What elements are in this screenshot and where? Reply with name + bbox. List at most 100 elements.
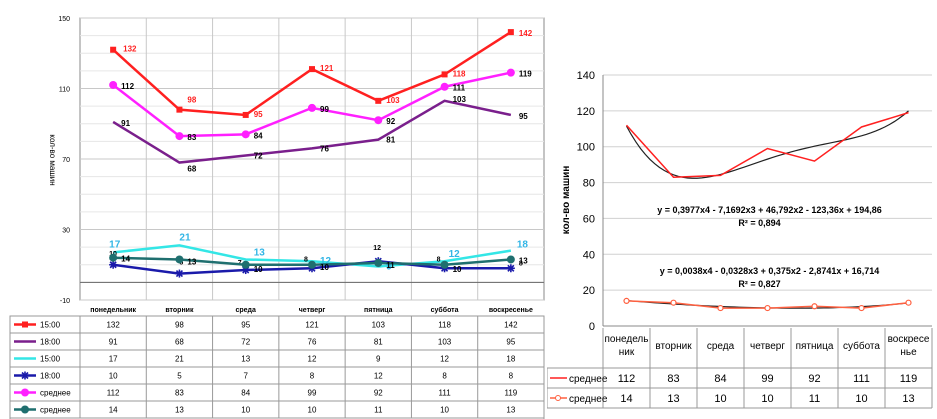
left-table-cell: 132 xyxy=(106,321,120,330)
left-table-cell: 12 xyxy=(440,355,449,364)
left-y-tick-label: 70 xyxy=(62,157,70,164)
left-data-label: 10 xyxy=(320,263,329,272)
left-data-label: 132 xyxy=(123,45,137,54)
left-table-cell: 81 xyxy=(374,338,383,347)
right-data-point xyxy=(811,303,818,310)
right-chart: кол-во машин 140 120 100 80 60 40 20 0 y = 0,397… xyxy=(547,70,933,409)
left-table-cell: 95 xyxy=(241,321,250,330)
right-y-tick-label: 100 xyxy=(577,142,595,154)
left-table-cell: 10 xyxy=(109,372,118,381)
right-data-table: понедель ник вторник среда четверг пятница суб… xyxy=(547,328,933,409)
left-data-label: 9 xyxy=(386,262,392,273)
left-data-label: 68 xyxy=(187,165,196,174)
left-legend-marker xyxy=(22,321,28,328)
left-data-label: 21 xyxy=(179,232,191,243)
left-table-cell: 112 xyxy=(107,389,120,398)
left-table-cell: 103 xyxy=(438,338,452,347)
left-data-label: 98 xyxy=(187,96,196,105)
left-table-cell: 12 xyxy=(308,355,317,364)
left-table-cell: 91 xyxy=(109,338,118,347)
left-data-label: 14 xyxy=(121,255,130,264)
left-data-label: 103 xyxy=(386,96,400,105)
right-x-tick-label: среда xyxy=(707,341,735,352)
right-legend-label: среднее xyxy=(569,394,608,405)
left-data-label: 99 xyxy=(320,105,329,114)
left-legend-label: среднее xyxy=(40,389,71,398)
left-data-point xyxy=(374,116,383,125)
left-data-point xyxy=(109,80,118,89)
right-x-tick-label: нье xyxy=(900,347,917,358)
left-table-cell: 5 xyxy=(177,372,182,381)
left-legend-marker xyxy=(21,371,29,380)
left-chart: кол-во машин 1501107030-1013298951211031… xyxy=(9,16,545,419)
left-table-cell: 119 xyxy=(504,389,517,398)
right-table-cell: 99 xyxy=(761,373,773,385)
left-data-label: 95 xyxy=(519,112,528,121)
right-y-tick-label: 40 xyxy=(583,249,595,261)
left-legend-marker xyxy=(21,405,29,414)
right-data-point xyxy=(717,304,724,312)
left-table-cell: 12 xyxy=(374,372,383,381)
left-data-point xyxy=(175,132,184,141)
left-data-point xyxy=(441,71,448,78)
left-x-tick-label: понедельник xyxy=(90,307,136,314)
left-table-cell: 99 xyxy=(308,389,317,398)
right-series-line xyxy=(625,111,909,178)
left-data-label: 18 xyxy=(517,240,529,251)
left-data-point xyxy=(506,255,515,264)
left-data-label: 142 xyxy=(519,29,533,38)
left-x-tick-label: четверг xyxy=(299,307,326,314)
left-data-label: 12 xyxy=(320,256,332,267)
right-data-point xyxy=(764,304,771,312)
right-table-cell: 13 xyxy=(667,393,679,405)
left-legend-label: 18:00 xyxy=(40,338,61,347)
left-table-cell: 72 xyxy=(241,338,250,347)
left-table-cell: 92 xyxy=(374,389,383,398)
left-data-label: 84 xyxy=(254,131,263,140)
right-table-cell: 83 xyxy=(667,373,679,385)
left-legend-label: 15:00 xyxy=(40,321,61,330)
right-x-tick-label: пятница xyxy=(796,341,834,352)
left-data-label: 95 xyxy=(254,110,263,119)
left-table-cell: 13 xyxy=(506,406,515,415)
right-y-tick-label: 60 xyxy=(583,213,595,225)
left-data-point xyxy=(110,46,117,53)
left-data-label: 10 xyxy=(254,265,263,274)
left-data-label: 5 xyxy=(179,260,183,267)
left-y-tick-label: 110 xyxy=(59,87,70,94)
left-data-label: 8 xyxy=(304,256,308,263)
left-table-cell: 11 xyxy=(374,406,383,415)
right-y-tick-label: 140 xyxy=(577,70,595,82)
left-x-tick-label: суббота xyxy=(431,306,459,314)
left-data-label: 12 xyxy=(373,245,381,252)
left-x-tick-label: среда xyxy=(236,307,257,314)
left-table-cell: 98 xyxy=(175,321,184,330)
right-table-cell: 92 xyxy=(808,373,820,385)
left-data-point xyxy=(109,260,118,269)
right-table-cell: 10 xyxy=(855,393,867,405)
left-table-cell: 13 xyxy=(241,355,250,364)
right-table-cell: 13 xyxy=(902,393,914,405)
left-data-label: 76 xyxy=(320,144,329,153)
left-data-point xyxy=(507,29,514,36)
right-data-point xyxy=(858,304,865,312)
left-table-cell: 118 xyxy=(438,321,451,330)
left-data-label: 13 xyxy=(187,257,196,266)
left-table-cell: 95 xyxy=(506,338,515,347)
left-legend-label: среднее xyxy=(40,406,71,415)
left-data-table: понедельник вторник среда четверг пятница суб… xyxy=(9,306,545,419)
left-table-cell: 111 xyxy=(438,389,451,398)
right-trend-equation: y = 0,0038x4 - 0,0328x3 + 0,375x2 - 2,87… xyxy=(660,266,879,276)
left-table-cell: 10 xyxy=(440,406,449,415)
right-table-cell: 11 xyxy=(809,393,820,405)
left-data-label: 81 xyxy=(386,136,395,145)
right-x-tick-label: ник xyxy=(619,347,635,358)
left-data-label: 13 xyxy=(254,247,266,258)
right-table-cell: 119 xyxy=(900,373,918,385)
right-x-tick-label: четверг xyxy=(750,341,785,352)
right-trend-equation: y = 0,3977x4 - 7,1692x3 + 46,792x2 - 123… xyxy=(657,205,881,215)
left-data-label: 118 xyxy=(453,69,466,78)
left-data-point xyxy=(308,260,316,269)
left-data-point xyxy=(440,260,449,269)
left-data-label: 103 xyxy=(453,95,467,104)
